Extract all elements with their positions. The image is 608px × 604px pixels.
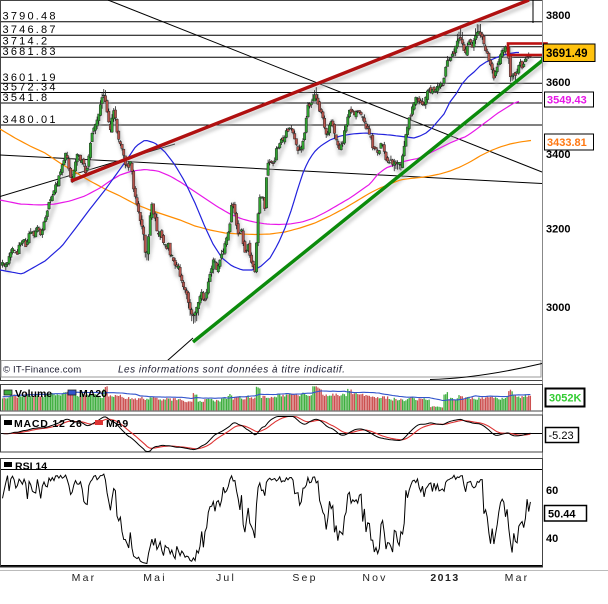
svg-text:3400: 3400 [546,149,570,161]
svg-text:Mar: Mar [505,572,530,584]
svg-text:3790.48: 3790.48 [3,11,58,23]
svg-text:Volume: Volume [15,388,52,400]
svg-text:RSI 14: RSI 14 [15,461,47,473]
svg-text:3800: 3800 [546,10,570,22]
svg-text:MA9: MA9 [106,418,128,430]
svg-text:3200: 3200 [546,224,570,236]
svg-text:3681.83: 3681.83 [3,46,58,58]
svg-text:3549.43: 3549.43 [547,95,587,107]
svg-text:3746.87: 3746.87 [3,24,58,36]
svg-text:Mai: Mai [143,572,167,584]
svg-text:MA20: MA20 [79,388,107,400]
svg-text:© IT-Finance.com: © IT-Finance.com [3,365,81,376]
svg-text:40: 40 [546,533,558,545]
svg-text:Sep: Sep [292,572,317,584]
svg-text:-5.23: -5.23 [549,430,574,442]
svg-text:3433.81: 3433.81 [547,137,587,149]
svg-text:3480.01: 3480.01 [3,114,58,126]
svg-text:3052K: 3052K [549,393,581,405]
svg-text:3714.2: 3714.2 [3,36,50,48]
svg-text:3572.34: 3572.34 [3,81,58,93]
svg-text:MACD 12 26: MACD 12 26 [14,418,83,430]
svg-text:3601.19: 3601.19 [3,72,58,84]
svg-text:3691.49: 3691.49 [546,48,588,60]
svg-text:Mar: Mar [72,572,97,584]
svg-text:2013: 2013 [430,572,459,584]
svg-text:3541.8: 3541.8 [3,92,50,104]
svg-text:Nov: Nov [362,572,387,584]
svg-text:50.44: 50.44 [548,509,576,521]
svg-text:3600: 3600 [546,77,570,89]
svg-text:Jul: Jul [216,572,236,584]
svg-text:3000: 3000 [546,302,570,314]
svg-text:60: 60 [546,485,558,497]
svg-text:Les informations sont données: Les informations sont données à titre in… [118,365,345,376]
